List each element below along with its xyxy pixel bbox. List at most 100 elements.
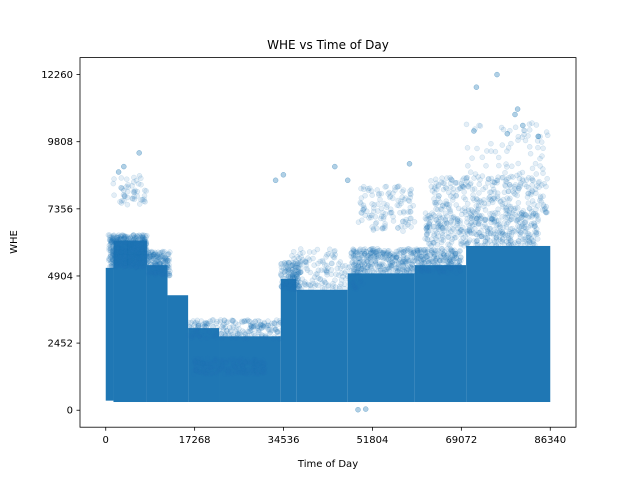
scatter-point [110,232,117,239]
scatter-point [135,237,141,243]
scatter-point [422,215,429,222]
scatter-point [167,268,173,275]
scatter-point [107,237,114,243]
scatter-point [471,128,477,134]
scatter-point [152,259,158,266]
scatter-point [398,200,404,207]
scatter-point [120,236,127,243]
scatter-point [294,253,300,260]
scatter-point [121,264,127,271]
scatter-point [114,233,121,240]
dense-point-band [113,240,147,403]
scatter-point [153,253,160,260]
scatter-point [121,239,128,246]
scatter-point [378,250,385,256]
scatter-point [114,242,120,248]
scatter-point [143,253,150,259]
scatter-point [123,250,130,257]
scatter-point [245,366,251,373]
scatter-point [115,244,121,250]
scatter-point [128,254,135,260]
scatter-point [142,232,148,239]
scatter-point [329,260,335,267]
scatter-point [516,171,523,177]
scatter-point [141,250,148,256]
scatter-point [518,210,525,216]
scatter-point [130,261,136,267]
scatter-point [203,335,209,341]
scatter-point [125,241,131,247]
scatter-point [428,178,434,184]
scatter-point [117,248,124,254]
scatter-point [131,245,137,251]
scatter-point [444,201,451,208]
scatter-point [130,240,137,247]
scatter-point [110,251,116,258]
scatter-point [137,264,144,271]
scatter-point [151,271,158,278]
scatter-point [482,207,489,213]
scatter-point [136,256,143,262]
scatter-point [143,251,149,258]
scatter-point [127,249,134,255]
scatter-point [158,271,165,278]
scatter-point [512,240,518,246]
scatter-point [535,180,542,186]
scatter-point [145,258,152,264]
scatter-point [159,248,166,255]
scatter-point [116,246,122,253]
scatter-point [132,248,138,254]
scatter-point [111,232,117,238]
scatter-point [482,184,489,191]
scatter-point [195,355,201,362]
scatter-point [121,163,127,170]
scatter-point [514,217,521,223]
scatter-point [132,259,139,266]
scatter-point [138,242,145,248]
scatter-point [145,269,151,276]
scatter-point [139,239,146,246]
scatter-point [158,254,164,261]
scatter-point [114,240,121,247]
scatter-point [115,244,122,251]
scatter-point [134,250,141,256]
scatter-point [110,180,117,187]
scatter-point [544,175,550,182]
scatter-point [159,249,165,256]
scatter-point [132,251,139,258]
scatter-point [156,270,163,277]
scatter-point [515,137,521,143]
scatter-point [122,253,128,259]
scatter-point [529,175,535,181]
scatter-point [472,171,479,177]
scatter-point [479,242,485,249]
y-tick-label: 9808 [48,137,73,148]
scatter-point [160,250,167,256]
scatter-point [469,155,475,161]
scatter-point [406,161,413,167]
scatter-point [141,187,148,194]
scatter-point [374,187,381,193]
scatter-point [444,270,451,277]
scatter-point [136,242,143,249]
scatter-point [138,245,145,252]
scatter-point [111,252,118,259]
scatter-point [526,144,533,150]
scatter-point [129,251,135,258]
scatter-point [106,247,112,253]
scatter-point [406,246,412,252]
scatter-point [127,235,134,241]
scatter-point [512,124,519,131]
scatter-point [110,251,116,258]
scatter-point [485,176,492,182]
scatter-point [119,239,126,245]
scatter-point [129,256,135,263]
scatter-point [116,251,123,258]
scatter-point [119,256,126,262]
scatter-point [143,247,149,254]
scatter-point [113,238,120,245]
scatter-point [321,285,328,292]
scatter-point [112,264,119,271]
scatter-point [215,362,222,368]
scatter-point [133,264,139,270]
